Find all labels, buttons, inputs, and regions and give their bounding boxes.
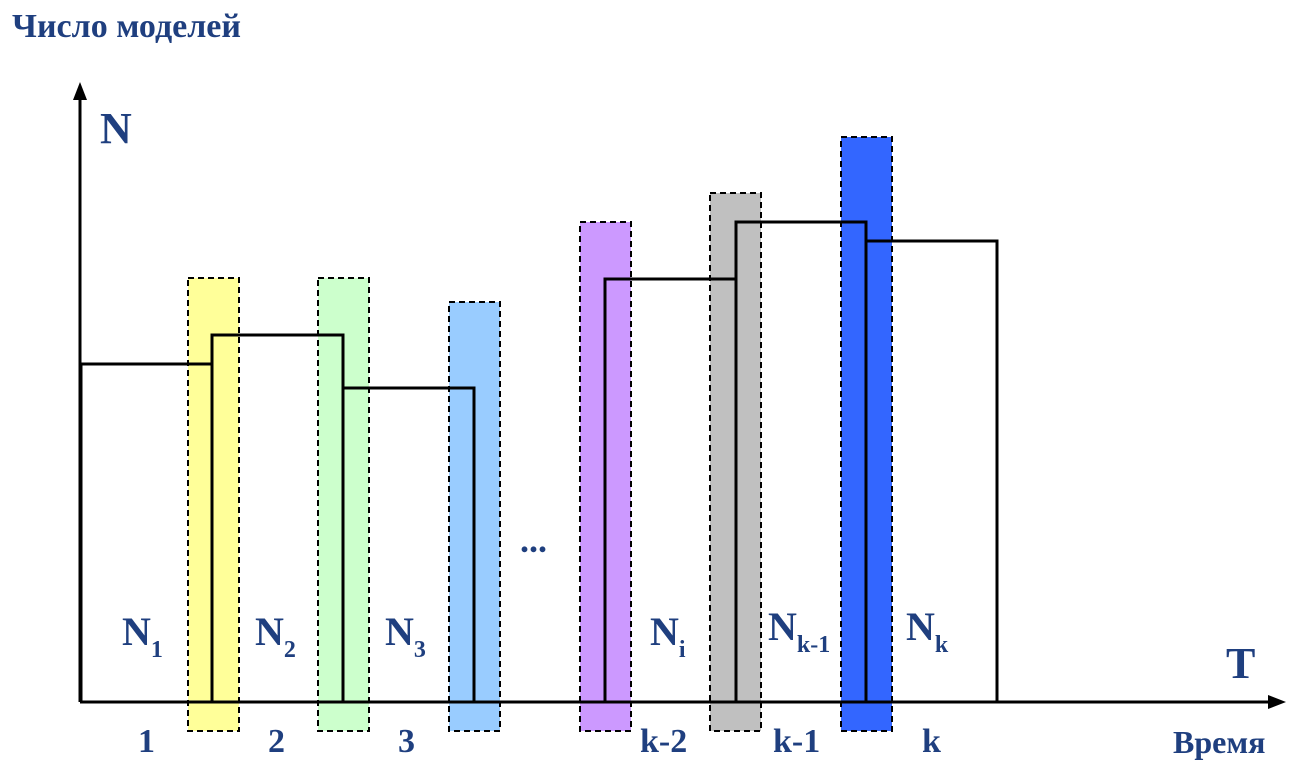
tick-label-3: 3 [398, 723, 415, 760]
ellipsis: ... [520, 520, 547, 560]
segment-label-ni: Ni [650, 609, 686, 663]
segment-label-n2: N2 [255, 609, 296, 663]
segment-label-nk: Nk [906, 604, 949, 658]
step-3 [341, 386, 476, 702]
x-axis-label: T [1226, 639, 1255, 688]
y-axis-label: N [100, 104, 132, 153]
segment-label-n1: N1 [122, 609, 163, 663]
diagram-title: Число моделей [12, 8, 241, 45]
tick-label-km2: k-2 [640, 723, 687, 760]
segment-label-n3: N3 [385, 609, 426, 663]
axes [73, 82, 1286, 709]
x-axis-caption: Время [1173, 724, 1265, 760]
tick-label-2: 2 [268, 723, 285, 760]
tick-label-k: k [922, 723, 941, 760]
x-axis-arrow [1268, 695, 1286, 709]
segment-label-nkm1: Nk-1 [768, 604, 830, 658]
tick-label-1: 1 [138, 723, 155, 760]
y-axis-arrow [73, 82, 87, 100]
step-k [864, 239, 999, 702]
tick-label-km1: k-1 [773, 723, 820, 760]
